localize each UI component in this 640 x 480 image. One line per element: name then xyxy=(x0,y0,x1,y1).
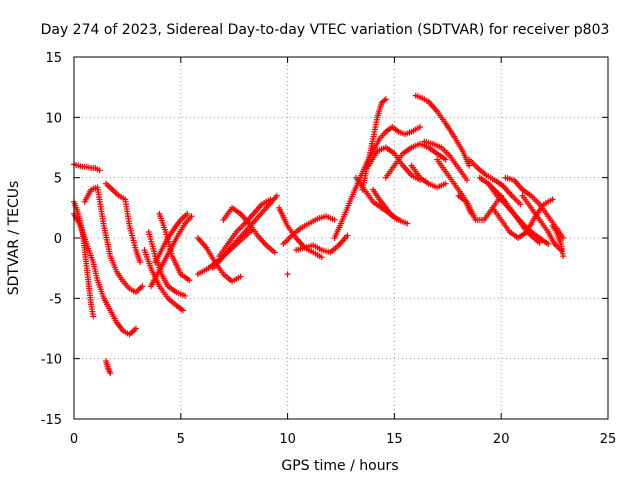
data-point xyxy=(184,210,191,217)
x-tick-label: 0 xyxy=(70,432,78,447)
data-point xyxy=(344,232,351,239)
data-point xyxy=(132,325,139,332)
data-point xyxy=(188,213,195,220)
data-point xyxy=(331,216,338,223)
data-point xyxy=(560,253,567,260)
data-point xyxy=(179,307,186,314)
y-tick-label: -5 xyxy=(49,292,62,307)
data-point xyxy=(267,196,274,203)
data-point xyxy=(382,96,389,103)
data-point xyxy=(182,292,189,299)
data-point xyxy=(549,196,556,203)
data-point xyxy=(139,283,146,290)
data-point xyxy=(284,271,291,278)
data-point xyxy=(466,162,473,169)
x-axis-label: GPS time / hours xyxy=(281,458,398,474)
y-tick-label: 0 xyxy=(54,232,62,247)
data-point xyxy=(404,220,411,227)
x-tick-label: 5 xyxy=(177,432,185,447)
data-point xyxy=(237,273,244,280)
data-point xyxy=(186,277,193,284)
axis-ticks: 0 5 10 15 20 25 -15 -10 -5 0 5 10 15 xyxy=(41,51,617,447)
data-point xyxy=(442,156,449,163)
data-point xyxy=(545,241,552,248)
x-tick-label: 10 xyxy=(279,432,296,447)
y-axis-label: SDTVAR / TECUs xyxy=(6,181,22,296)
chart-title: Day 274 of 2023, Sidereal Day-to-day VTE… xyxy=(41,22,610,38)
data-point xyxy=(395,216,402,223)
data-point xyxy=(417,123,424,130)
y-tick-label: -10 xyxy=(41,353,62,368)
y-tick-label: 10 xyxy=(45,111,62,126)
x-tick-label: 20 xyxy=(493,432,510,447)
x-tick-label: 15 xyxy=(386,432,403,447)
y-tick-label: 15 xyxy=(45,51,62,66)
data-point xyxy=(517,201,524,208)
y-tick-label: -15 xyxy=(41,413,62,428)
data-point xyxy=(137,259,144,266)
grid-lines xyxy=(74,57,608,419)
y-tick-label: 5 xyxy=(54,172,62,187)
data-point xyxy=(442,180,449,187)
data-point xyxy=(273,192,280,199)
data-point xyxy=(96,167,103,174)
x-tick-label: 25 xyxy=(600,432,617,447)
data-point xyxy=(90,313,97,320)
data-point xyxy=(107,370,114,377)
data-point xyxy=(464,177,471,184)
data-point xyxy=(318,254,325,261)
data-point xyxy=(271,249,278,256)
data-points xyxy=(71,92,567,377)
